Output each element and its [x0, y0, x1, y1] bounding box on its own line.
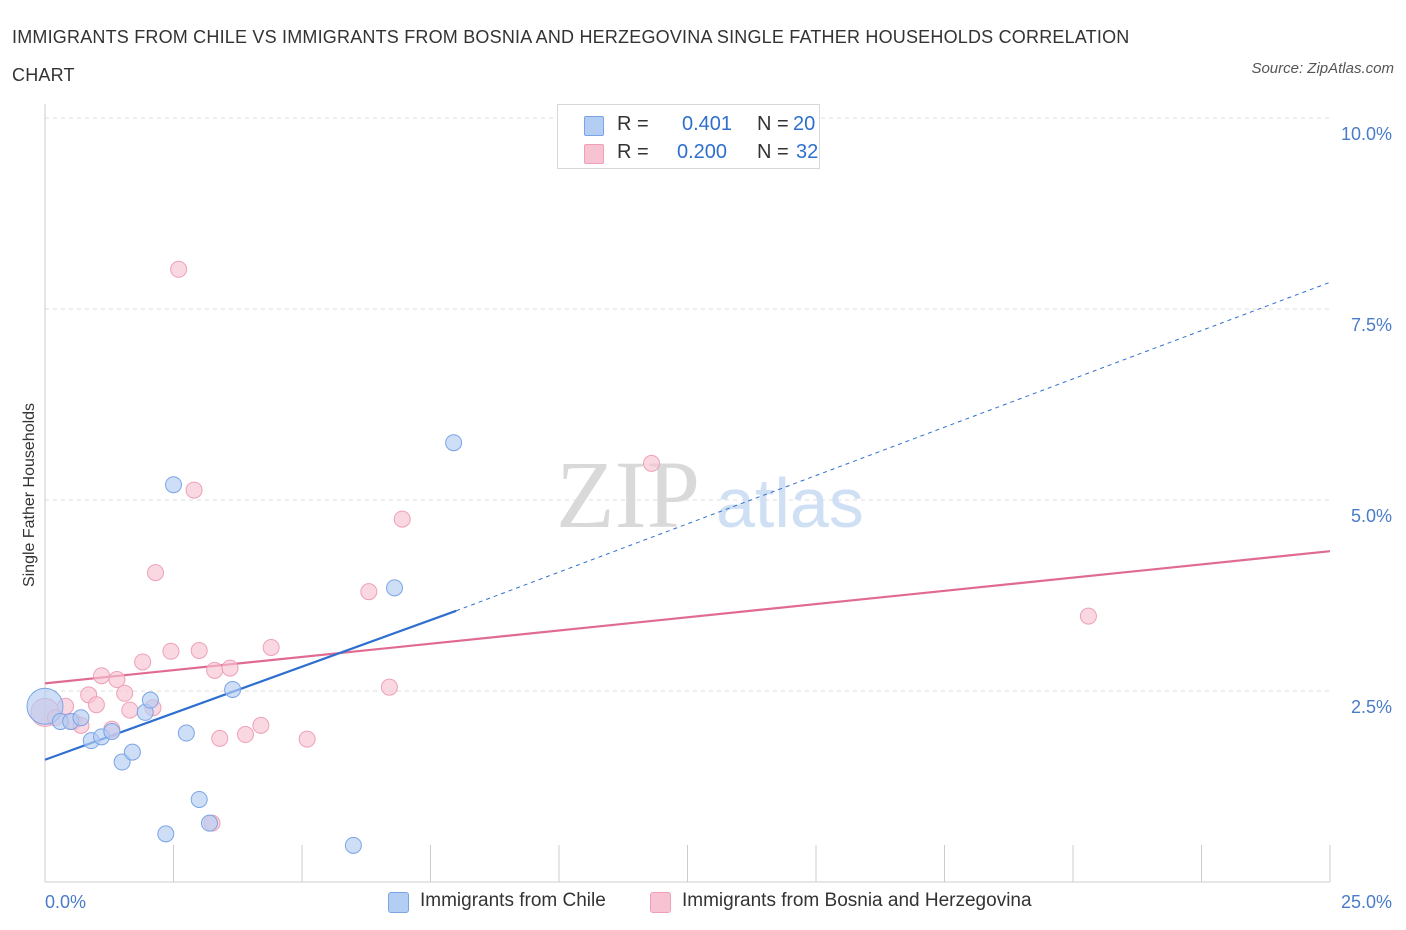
point-bosnia	[147, 564, 165, 582]
point-chile	[386, 579, 404, 597]
point-chile	[103, 722, 121, 740]
tick-labels: 2.5% 5.0% 7.5% 10.0% 0.0% 25.0%	[45, 124, 1392, 912]
point-bosnia	[170, 260, 188, 278]
legend-r-label: R =	[617, 113, 649, 135]
axes	[44, 104, 1331, 883]
point-chile	[26, 687, 64, 725]
legend-n-bosnia: 32	[796, 141, 819, 163]
point-bosnia	[134, 653, 152, 671]
trend-line-bosnia	[44, 550, 1331, 685]
point-bosnia	[380, 678, 398, 696]
point-bosnia	[108, 671, 126, 689]
point-chile	[224, 680, 242, 698]
point-chile	[445, 434, 463, 452]
legend-r-bosnia: 0.200	[677, 141, 728, 163]
source-label: Source: ZipAtlas.com	[1251, 60, 1394, 77]
y-tick-label: 10.0%	[1341, 124, 1392, 144]
point-chile	[190, 790, 208, 808]
point-bosnia	[185, 481, 203, 499]
chart-title: IMMIGRANTS FROM CHILE VS IMMIGRANTS FROM…	[12, 27, 1130, 85]
legend-r-chile: 0.401	[682, 113, 733, 135]
point-chile	[200, 814, 218, 832]
bottom-label-chile: Immigrants from Chile	[420, 890, 606, 911]
y-tick-label: 7.5%	[1351, 315, 1392, 335]
point-bosnia	[221, 659, 239, 677]
bottom-swatch-chile	[388, 892, 409, 913]
y-tick-label: 2.5%	[1351, 697, 1392, 717]
watermark-zip: ZIP	[556, 441, 700, 548]
point-chile	[141, 691, 159, 709]
point-bosnia	[93, 667, 111, 685]
data-points	[26, 260, 1097, 854]
x-tick-label: 25.0%	[1341, 892, 1392, 912]
point-bosnia	[211, 729, 229, 747]
point-bosnia	[360, 583, 378, 601]
trend-line-chile-extension	[456, 281, 1331, 612]
x-tick-label: 0.0%	[45, 892, 86, 912]
point-bosnia	[393, 510, 411, 528]
point-chile	[123, 743, 141, 761]
point-bosnia	[262, 638, 280, 656]
point-chile	[344, 836, 362, 854]
point-chile	[177, 724, 195, 742]
point-bosnia	[190, 642, 208, 660]
legend-n-label: N =	[757, 113, 789, 135]
gridlines	[45, 117, 1330, 692]
point-chile	[165, 476, 182, 494]
y-axis-label: Single Father Households	[21, 403, 38, 587]
legend-swatch-chile	[584, 116, 604, 136]
watermark: ZIP atlas	[556, 441, 864, 548]
point-bosnia	[121, 701, 139, 719]
bottom-label-bosnia: Immigrants from Bosnia and Herzegovina	[682, 890, 1032, 911]
point-bosnia	[298, 730, 316, 748]
bottom-swatch-bosnia	[650, 892, 671, 913]
point-chile	[113, 753, 131, 771]
legend-swatch-bosnia	[584, 144, 604, 164]
correlation-legend: R = 0.401 N = 20 R = 0.200 N = 32	[557, 104, 820, 169]
point-bosnia	[206, 661, 224, 679]
legend-r-label: R =	[617, 141, 649, 163]
point-chile	[72, 709, 90, 727]
point-bosnia	[116, 684, 134, 702]
point-bosnia	[643, 454, 661, 472]
point-chile	[157, 825, 175, 843]
point-bosnia	[162, 642, 180, 660]
legend-n-chile: 20	[793, 113, 816, 135]
point-bosnia	[252, 716, 270, 734]
point-bosnia	[236, 726, 254, 744]
point-bosnia	[1079, 607, 1097, 625]
y-tick-label: 5.0%	[1351, 506, 1392, 526]
legend-n-label: N =	[757, 141, 789, 163]
watermark-atlas: atlas	[716, 464, 864, 542]
point-bosnia	[87, 696, 105, 714]
